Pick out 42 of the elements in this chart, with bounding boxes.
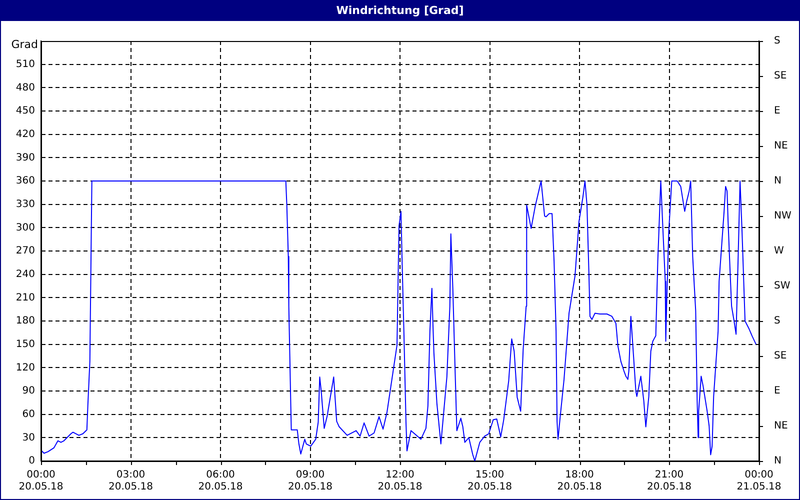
y-tick-label: 90 [22, 386, 35, 397]
x-tick-label: 03:00 20.05.18 [108, 470, 154, 493]
y-tick-label: 450 [16, 106, 35, 117]
y-tick-label: 360 [16, 176, 35, 187]
chart-title: Windrichtung [Grad] [1, 1, 799, 21]
category-label: NW [774, 210, 792, 222]
category-label: NE [774, 140, 788, 152]
x-tick-label: 06:00 20.05.18 [198, 470, 243, 493]
y-tick-label: 60 [22, 408, 35, 420]
y-tick-label: 330 [16, 198, 35, 210]
y-axis-title: Grad [11, 38, 38, 51]
y-tick-label: 270 [16, 246, 35, 257]
x-tick-label: 12:00 20.05.18 [378, 470, 422, 493]
category-label: SE [774, 70, 787, 82]
y-tick-label: 240 [16, 268, 35, 280]
y-tick-label: 30 [22, 432, 35, 444]
x-tick-label: 09:00 20.05.18 [288, 470, 333, 493]
category-label: S [774, 36, 780, 47]
y-tick-label: 180 [16, 316, 35, 327]
x-tick-label: 00:00 20.05.18 [18, 470, 64, 493]
y-tick-label: 300 [16, 222, 35, 234]
category-label: N [774, 176, 782, 187]
category-label: SW [774, 280, 790, 292]
category-label: E [774, 106, 780, 117]
y-tick-label: 120 [16, 362, 35, 374]
category-label: S [774, 316, 780, 327]
y-tick-label: 420 [16, 128, 35, 140]
x-tick-label: 18:00 20.05.18 [557, 470, 602, 493]
category-label: W [774, 246, 784, 257]
x-tick-label: 21:00 20.05.18 [646, 470, 692, 493]
y-tick-label: 390 [16, 152, 35, 164]
category-label: N [774, 456, 782, 467]
category-label: E [774, 386, 780, 397]
y-tick-label: 510 [16, 58, 35, 70]
y-tick-label: 0 [28, 456, 35, 467]
y-tick-label: 210 [16, 292, 35, 304]
y-tick-label: 150 [16, 338, 35, 350]
y-tick-label: 480 [16, 82, 35, 94]
x-tick-label: 00:00 21.05.18 [736, 470, 782, 493]
category-label: NE [774, 420, 788, 432]
category-label: SE [774, 350, 787, 362]
x-tick-label: 15:00 20.05.18 [467, 470, 512, 493]
